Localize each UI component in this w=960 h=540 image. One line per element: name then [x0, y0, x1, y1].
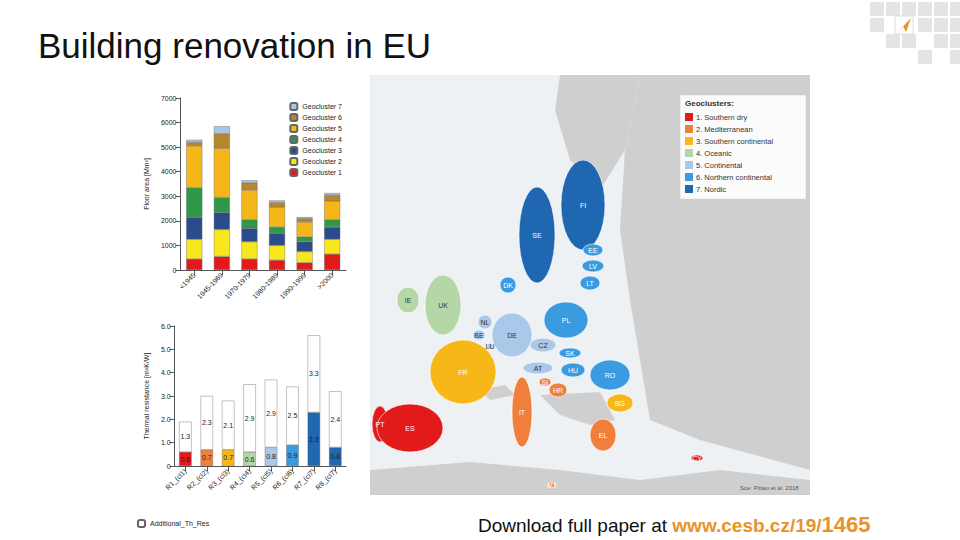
- svg-text:Geoclusters:: Geoclusters:: [685, 99, 734, 108]
- svg-text:3.3: 3.3: [309, 370, 319, 377]
- svg-text:<1945: <1945: [178, 271, 197, 290]
- svg-text:3000: 3000: [161, 193, 177, 200]
- svg-text:6.0: 6.0: [161, 323, 171, 330]
- svg-text:R7_(cl7): R7_(cl7): [293, 468, 317, 492]
- svg-text:SI: SI: [542, 379, 549, 386]
- svg-text:SK: SK: [565, 350, 575, 357]
- svg-text:IE: IE: [405, 297, 412, 304]
- svg-text:2.3: 2.3: [309, 436, 319, 443]
- svg-text:Geocluster 6: Geocluster 6: [302, 114, 342, 121]
- svg-text:NL: NL: [481, 319, 490, 326]
- svg-text:Geocluster 5: Geocluster 5: [302, 125, 342, 132]
- svg-text:Geocluster 1: Geocluster 1: [302, 169, 342, 176]
- svg-text:Additional_Th_Res: Additional_Th_Res: [150, 520, 210, 528]
- svg-text:5. Continental: 5. Continental: [696, 161, 743, 170]
- svg-text:1945-1969: 1945-1969: [196, 271, 225, 300]
- svg-text:1970-1979: 1970-1979: [223, 271, 252, 300]
- svg-text:R6_(cl6): R6_(cl6): [271, 468, 295, 492]
- svg-text:>2000: >2000: [316, 271, 335, 290]
- svg-text:2000: 2000: [161, 217, 177, 224]
- svg-text:0: 0: [173, 267, 177, 274]
- svg-text:R5_(cl5): R5_(cl5): [250, 468, 274, 492]
- svg-text:5.0: 5.0: [161, 346, 171, 353]
- svg-text:7. Nordic: 7. Nordic: [696, 185, 726, 194]
- svg-text:2.0: 2.0: [161, 416, 171, 423]
- svg-text:0.8: 0.8: [330, 453, 340, 460]
- svg-text:R2_(cl2): R2_(cl2): [186, 468, 210, 492]
- svg-text:2.9: 2.9: [266, 410, 276, 417]
- svg-text:EE: EE: [588, 247, 598, 254]
- svg-text:Thermal resistance [m²K/W]: Thermal resistance [m²K/W]: [143, 353, 151, 440]
- svg-text:1. Southern dry: 1. Southern dry: [696, 113, 748, 122]
- svg-text:R8_(cl7): R8_(cl7): [314, 468, 338, 492]
- svg-text:0.8: 0.8: [266, 453, 276, 460]
- svg-text:FI: FI: [580, 202, 586, 209]
- svg-text:LU: LU: [486, 343, 495, 350]
- svg-text:6. Northern continental: 6. Northern continental: [696, 173, 772, 182]
- svg-text:UK: UK: [438, 302, 448, 309]
- svg-text:IT: IT: [519, 409, 526, 416]
- svg-text:6000: 6000: [161, 119, 177, 126]
- svg-text:CZ: CZ: [538, 342, 548, 349]
- svg-text:BG: BG: [615, 400, 625, 407]
- svg-text:4. Oceanic: 4. Oceanic: [696, 149, 732, 158]
- svg-text:Geocluster 3: Geocluster 3: [302, 147, 342, 154]
- svg-text:2. Mediterranean: 2. Mediterranean: [696, 125, 753, 134]
- svg-text:1990-1999: 1990-1999: [279, 271, 308, 300]
- svg-text:AT: AT: [534, 365, 543, 372]
- svg-text:FR: FR: [458, 369, 467, 376]
- svg-text:3.0: 3.0: [161, 393, 171, 400]
- svg-text:HU: HU: [568, 367, 578, 374]
- svg-text:DK: DK: [503, 282, 513, 289]
- svg-text:2.9: 2.9: [245, 415, 255, 422]
- svg-text:2.4: 2.4: [330, 416, 340, 423]
- svg-text:Geocluster 7: Geocluster 7: [302, 103, 342, 110]
- svg-text:Floor area [Mm²]: Floor area [Mm²]: [143, 158, 151, 210]
- svg-text:DE: DE: [507, 332, 517, 339]
- svg-text:5000: 5000: [161, 144, 177, 151]
- svg-text:SE: SE: [532, 232, 542, 239]
- svg-text:0: 0: [167, 463, 171, 470]
- svg-text:0.6: 0.6: [180, 456, 190, 463]
- svg-text:R1_(cl1): R1_(cl1): [164, 468, 188, 492]
- svg-text:1.3: 1.3: [180, 433, 190, 440]
- html-text:Download full paper at www.ces: Download full paper at www.cesb.cz/19/14…: [478, 512, 871, 537]
- svg-text:1980-1989: 1980-1989: [251, 271, 280, 300]
- svg-text:3. Southern continental: 3. Southern continental: [696, 137, 773, 146]
- svg-text:4.0: 4.0: [161, 369, 171, 376]
- svg-text:EL: EL: [599, 432, 608, 439]
- svg-text:0.7: 0.7: [202, 454, 212, 461]
- svg-text:MT: MT: [547, 482, 558, 489]
- svg-text:1000: 1000: [161, 242, 177, 249]
- svg-text:Geocluster 2: Geocluster 2: [302, 158, 342, 165]
- svg-text:7000: 7000: [161, 95, 177, 102]
- svg-text:2.1: 2.1: [223, 422, 233, 429]
- svg-text:PL: PL: [562, 317, 571, 324]
- svg-text:R3_(cl3): R3_(cl3): [207, 468, 231, 492]
- html-text:Building renovation in EU: Building renovation in EU: [38, 26, 431, 65]
- svg-text:4000: 4000: [161, 168, 177, 175]
- svg-text:Sce: Pittau et al. 2018: Sce: Pittau et al. 2018: [740, 485, 799, 491]
- svg-text:2.5: 2.5: [288, 412, 298, 419]
- svg-text:CY: CY: [692, 455, 702, 462]
- svg-text:0.7: 0.7: [223, 454, 233, 461]
- svg-text:LT: LT: [586, 280, 594, 287]
- svg-text:Geocluster 4: Geocluster 4: [302, 136, 342, 143]
- svg-text:LV: LV: [589, 263, 597, 270]
- svg-text:BE: BE: [474, 332, 484, 339]
- svg-text:RO: RO: [605, 372, 616, 379]
- svg-text:0.9: 0.9: [288, 452, 298, 459]
- svg-text:HR: HR: [553, 387, 563, 394]
- svg-text:2.3: 2.3: [202, 419, 212, 426]
- svg-text:1.0: 1.0: [161, 439, 171, 446]
- svg-text:0.6: 0.6: [245, 456, 255, 463]
- svg-text:ES: ES: [405, 425, 415, 432]
- svg-text:R4_(cl4): R4_(cl4): [228, 468, 252, 492]
- svg-text:PT: PT: [376, 421, 386, 428]
